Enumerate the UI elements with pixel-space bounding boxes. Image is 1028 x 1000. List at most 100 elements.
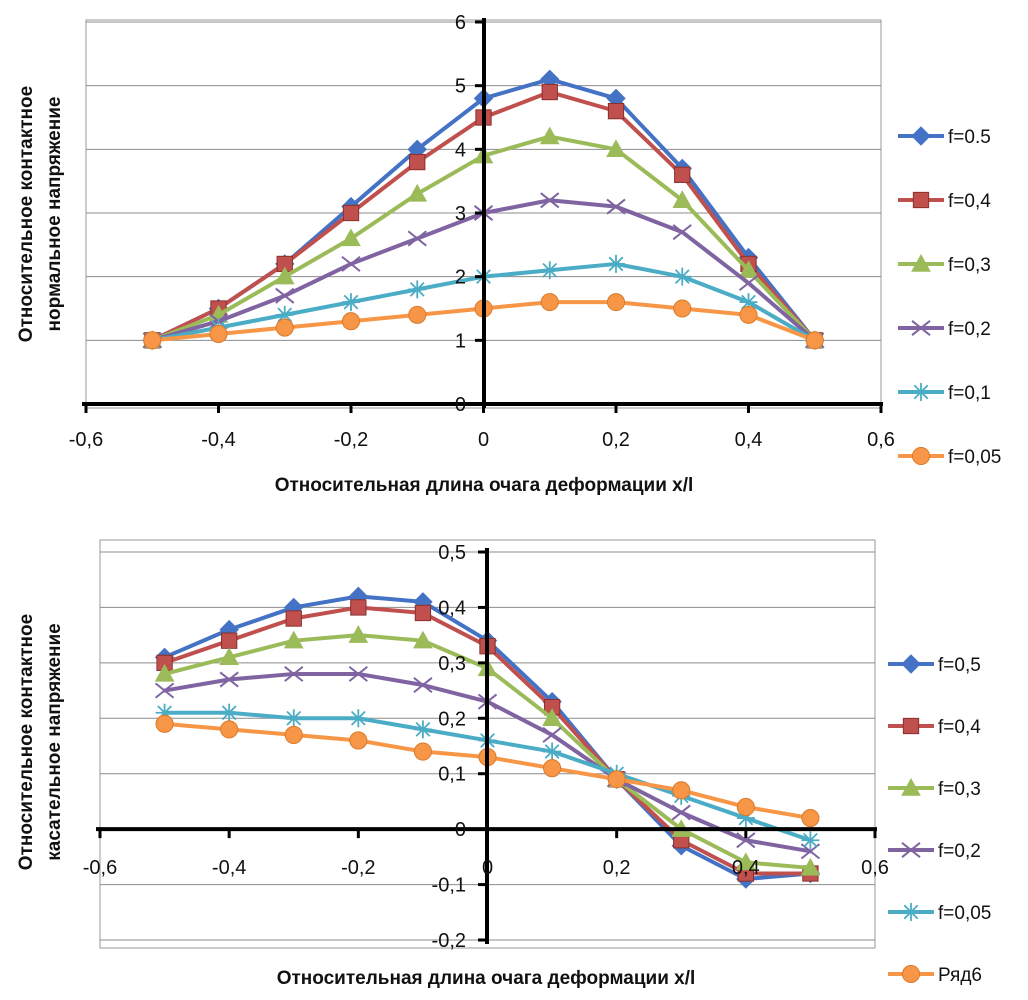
data-point xyxy=(219,671,239,688)
legend-item: Ряд6 xyxy=(888,964,982,986)
x-tick-label: 0 xyxy=(478,429,489,451)
data-point xyxy=(540,293,559,312)
data-point xyxy=(407,230,427,247)
legend-label: f=0,3 xyxy=(938,779,981,800)
data-point xyxy=(739,293,758,312)
data-point xyxy=(409,153,426,171)
data-point xyxy=(341,255,361,272)
data-point xyxy=(220,720,239,739)
data-point xyxy=(671,804,691,821)
data-point xyxy=(342,293,360,312)
y-tick-label: 6 xyxy=(455,12,466,34)
legend-label: f=0,05 xyxy=(938,903,991,924)
legend-item: f=0,05 xyxy=(898,446,1001,468)
y-tick-label: 0,2 xyxy=(438,708,466,730)
data-point xyxy=(607,770,626,789)
chart-tangential-stress: -0,6 -0,4 -0,2 0 0,2 0,4 0,6 -0,2 -0,1 0 0,1 0,2 0,3… xyxy=(16,539,991,989)
chart-normal-stress: -0,6 -0,4 -0,2 0 0,2 0,4 0,6 0 1 2 3 4 5 6 Относитель… xyxy=(16,12,1001,496)
legend-label: f=0,2 xyxy=(948,319,991,340)
legend-label: f=0,4 xyxy=(938,717,981,738)
legend: f=0,5 f=0,4 f=0,3 f=0,2 f=0,05 Ряд6 xyxy=(888,654,991,986)
data-point xyxy=(540,192,560,209)
data-point xyxy=(408,305,427,324)
y-axis-title-line-1: Относительное контактное xyxy=(16,614,37,870)
x-tick-label: -0,6 xyxy=(83,857,117,879)
data-point xyxy=(349,731,368,750)
data-point xyxy=(283,630,304,649)
data-point xyxy=(805,331,824,350)
data-point xyxy=(348,625,369,643)
data-point xyxy=(606,198,626,215)
data-point xyxy=(801,809,820,828)
data-point xyxy=(539,126,560,145)
data-point xyxy=(154,663,175,682)
legend-item: f=0,3 xyxy=(898,253,991,276)
y-tick-label: 4 xyxy=(455,139,466,161)
data-point xyxy=(350,599,367,616)
legend-item: f=0,05 xyxy=(888,903,991,924)
y-tick-label: 2 xyxy=(455,267,466,289)
data-point xyxy=(413,677,433,694)
x-tick-label: 0,4 xyxy=(735,429,763,451)
x-tick-label: -0,6 xyxy=(69,429,103,451)
x-tick-label: 0 xyxy=(482,857,493,879)
legend-item: f=0,4 xyxy=(888,717,981,738)
data-point xyxy=(736,797,755,817)
legend-label: f=0,05 xyxy=(948,447,1001,468)
plot-area-frame xyxy=(99,539,876,949)
legend-item: f=0,4 xyxy=(898,191,991,212)
data-point xyxy=(541,83,558,101)
data-point xyxy=(275,287,295,304)
data-point xyxy=(285,610,302,627)
x-tick-label: -0,2 xyxy=(341,857,375,879)
data-point xyxy=(341,312,361,331)
legend-label: f=0,1 xyxy=(948,383,991,404)
data-point xyxy=(155,703,174,722)
y-tick-label: 5 xyxy=(455,76,466,98)
legend-label: f=0,4 xyxy=(948,191,991,212)
data-point xyxy=(800,857,821,876)
data-point xyxy=(413,742,432,761)
legend-label: f=0.5 xyxy=(948,127,991,148)
data-point xyxy=(606,293,626,312)
x-tick-label: 0,2 xyxy=(602,429,630,451)
y-axis-title-group: Относительное контактное нормальное напр… xyxy=(16,86,65,342)
y-tick-label: 0 xyxy=(455,819,466,841)
legend-label: f=0,5 xyxy=(938,655,981,676)
data-point xyxy=(155,714,174,733)
data-point xyxy=(348,665,368,682)
data-point xyxy=(674,166,691,183)
legend-item: f=0,2 xyxy=(888,841,981,862)
tick-labels: -0,6 -0,4 -0,2 0 0,2 0,4 0,6 -0,2 -0,1 0 0,1 0,2 0,3… xyxy=(83,542,889,952)
data-point xyxy=(672,190,693,208)
y-tick-label: 0,4 xyxy=(438,597,466,619)
y-tick-label: 0,3 xyxy=(438,653,466,675)
data-point xyxy=(341,228,361,247)
y-tick-label: 0,5 xyxy=(438,542,466,564)
axes xyxy=(96,548,877,944)
y-axis-title-line-1: Относительное контактное xyxy=(16,86,37,342)
legend-item: f=0,1 xyxy=(898,383,991,404)
data-point xyxy=(413,630,433,649)
data-point xyxy=(408,280,427,299)
legend-item: f=0,3 xyxy=(888,777,981,800)
y-axis-title-group: Относительное контактное касательное нап… xyxy=(16,614,65,870)
legend-label: f=0,2 xyxy=(938,841,981,862)
legend-label: Ряд6 xyxy=(938,965,982,986)
data-point xyxy=(413,720,432,739)
series-6 xyxy=(143,293,824,350)
x-tick-label: 0,2 xyxy=(603,857,631,879)
x-tick-label: 0,6 xyxy=(867,429,895,451)
legend-item: f=0,5 xyxy=(888,654,981,676)
data-point xyxy=(672,224,692,241)
legend: f=0.5 f=0,4 f=0,3 f=0,2 f=0,1 f=0,05 xyxy=(898,126,1001,468)
data-point xyxy=(154,682,175,699)
data-point xyxy=(540,261,559,280)
data-point xyxy=(542,708,562,726)
legend-label: f=0,3 xyxy=(948,255,991,276)
data-point xyxy=(801,831,820,850)
data-point xyxy=(673,267,692,286)
data-point xyxy=(274,266,295,285)
data-point xyxy=(407,183,428,202)
